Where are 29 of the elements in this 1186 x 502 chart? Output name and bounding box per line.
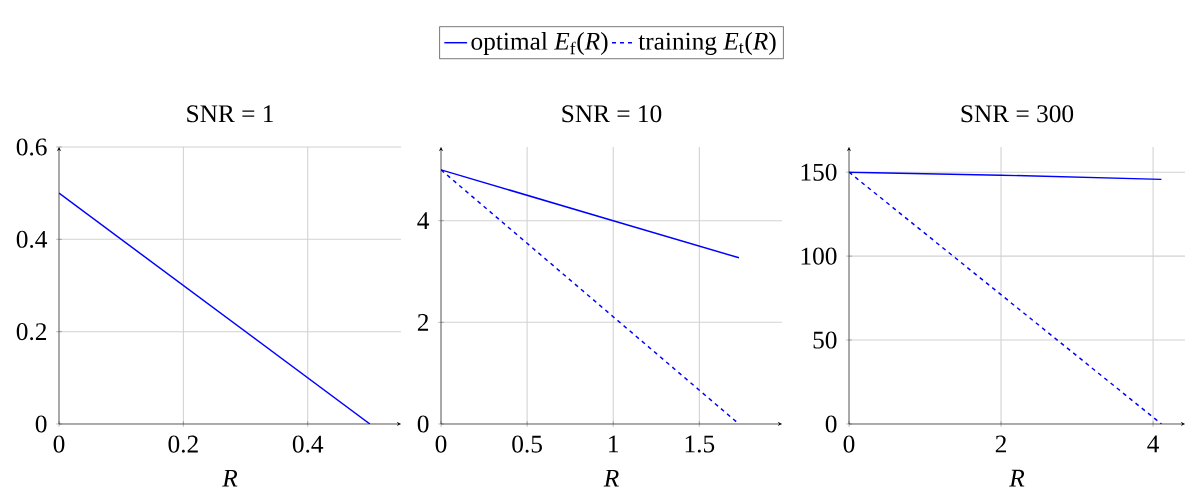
y-tick-label: 0.6	[16, 138, 47, 156]
x-tick-label: 0.4	[292, 435, 324, 453]
x-axis-title: R	[1009, 469, 1025, 487]
y-tick-label: 50	[813, 331, 837, 349]
x-axis-title: R	[603, 469, 619, 487]
x-tick-label: 0	[843, 435, 855, 453]
x-tick-label: 1	[609, 435, 619, 453]
y-tick-label: 150	[801, 163, 837, 181]
legend-label: optimal E$_{f}$(R)	[471, 32, 608, 55]
x-tick-label: 0.2	[168, 435, 198, 453]
x-tick-label: 0.5	[512, 435, 542, 453]
x-tick-label: 0	[435, 435, 447, 453]
x-axis-title: R	[222, 469, 238, 487]
chart-title: SNR = 300	[961, 105, 1074, 123]
y-tick-label: 0	[417, 415, 429, 433]
y-tick-label: 0	[35, 415, 47, 433]
x-tick-label: 2	[995, 435, 1006, 453]
y-tick-label: 0.2	[16, 323, 47, 341]
x-tick-label: 0	[53, 435, 65, 453]
chart-title: SNR = 1	[187, 105, 273, 123]
y-tick-label: 2	[417, 313, 429, 331]
y-tick-label: 0	[825, 415, 837, 433]
x-tick-label: 4	[1147, 435, 1160, 453]
x-tick-label: 1.5	[685, 435, 715, 453]
y-tick-label: 4	[417, 212, 430, 230]
legend-label: training E$_{t}$(R)	[638, 32, 776, 56]
chart-title: SNR = 10	[562, 105, 662, 123]
y-tick-label: 100	[801, 247, 837, 265]
y-tick-label: 0.4	[16, 230, 48, 248]
